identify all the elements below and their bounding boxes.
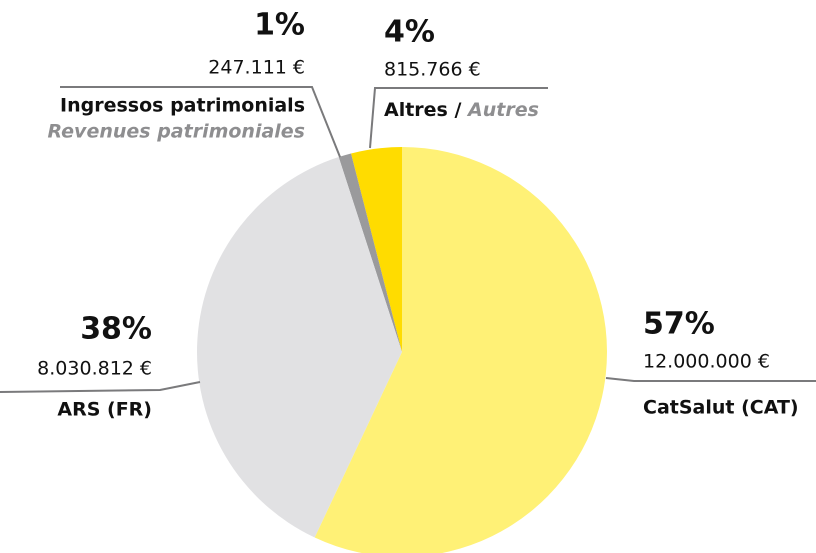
amount-label: 815.766 € [384, 59, 481, 81]
category-label: CatSalut (CAT) [643, 397, 799, 419]
amount-label: 8.030.812 € [37, 358, 152, 380]
pie-slice [314, 147, 607, 553]
leader-line [369, 87, 548, 149]
pie-slice [351, 147, 402, 352]
leader-line [60, 86, 341, 158]
category-label: Altres / Autres [384, 99, 539, 121]
category-label: Ingressos patrimonials [60, 95, 305, 117]
amount-label: 247.111 € [208, 57, 305, 79]
percent-label: 4% [384, 15, 435, 50]
category-label: ARS (FR) [57, 399, 152, 421]
pie-slice [196, 157, 402, 538]
amount-label: 12.000.000 € [643, 351, 770, 373]
leader-line [605, 377, 816, 382]
percent-label: 38% [80, 312, 152, 347]
pie-slice [338, 153, 402, 352]
category-translation: Revenues patrimoniales [47, 121, 305, 143]
percent-label: 1% [254, 8, 305, 43]
leader-line [0, 381, 201, 393]
percent-label: 57% [643, 307, 715, 342]
category-name: Altres / [384, 99, 461, 121]
category-translation: Autres [466, 99, 539, 121]
leader-lines [0, 86, 816, 393]
